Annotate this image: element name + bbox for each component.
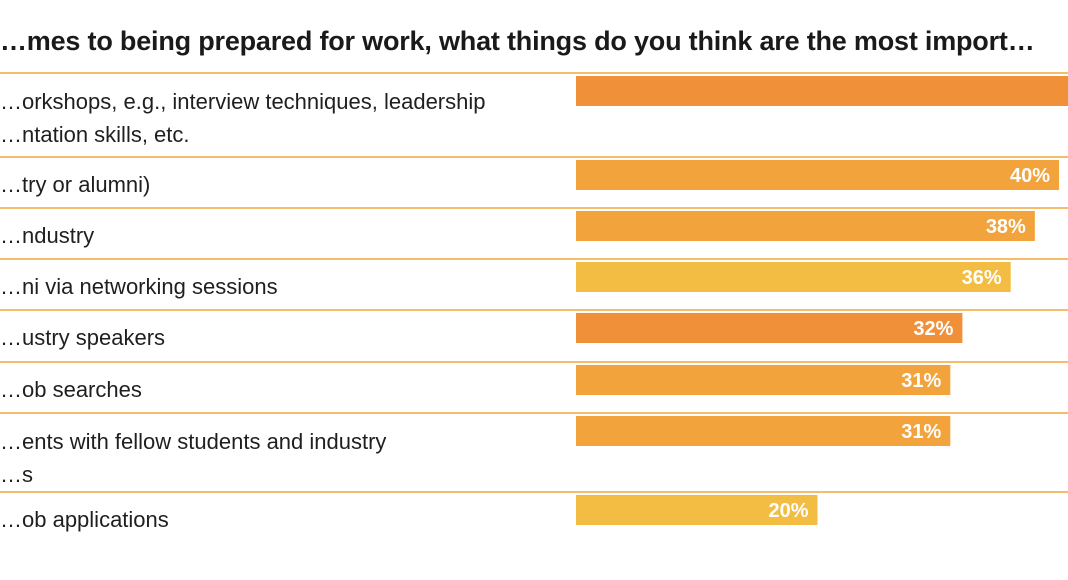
bar (576, 416, 951, 446)
bar (576, 365, 951, 395)
value-label: 32% (913, 318, 953, 340)
value-label: 20% (768, 500, 808, 522)
value-label: 38% (986, 216, 1026, 238)
chart-title: …mes to being prepared for work, what th… (0, 26, 1035, 56)
category-label: …ntation skills, etc. (0, 122, 190, 147)
category-label: …ents with fellow students and industry (0, 429, 386, 454)
bar (576, 160, 1059, 190)
value-label: 31% (901, 421, 941, 443)
category-label: …ndustry (0, 223, 94, 248)
bar (576, 262, 1011, 292)
bar (576, 495, 818, 525)
value-label: 36% (962, 267, 1002, 289)
bar (576, 76, 1068, 106)
category-label: …try or alumni) (0, 172, 150, 197)
category-label: …ustry speakers (0, 325, 165, 350)
category-label: …ob applications (0, 507, 169, 532)
category-label: …orkshops, e.g., interview techniques, l… (0, 89, 485, 114)
value-label: 31% (901, 370, 941, 392)
bar (576, 211, 1035, 241)
bar (576, 313, 963, 343)
category-label: …ob searches (0, 377, 142, 402)
category-label: …ni via networking sessions (0, 274, 278, 299)
category-label: …s (0, 462, 33, 487)
value-label: 40% (1010, 165, 1050, 187)
